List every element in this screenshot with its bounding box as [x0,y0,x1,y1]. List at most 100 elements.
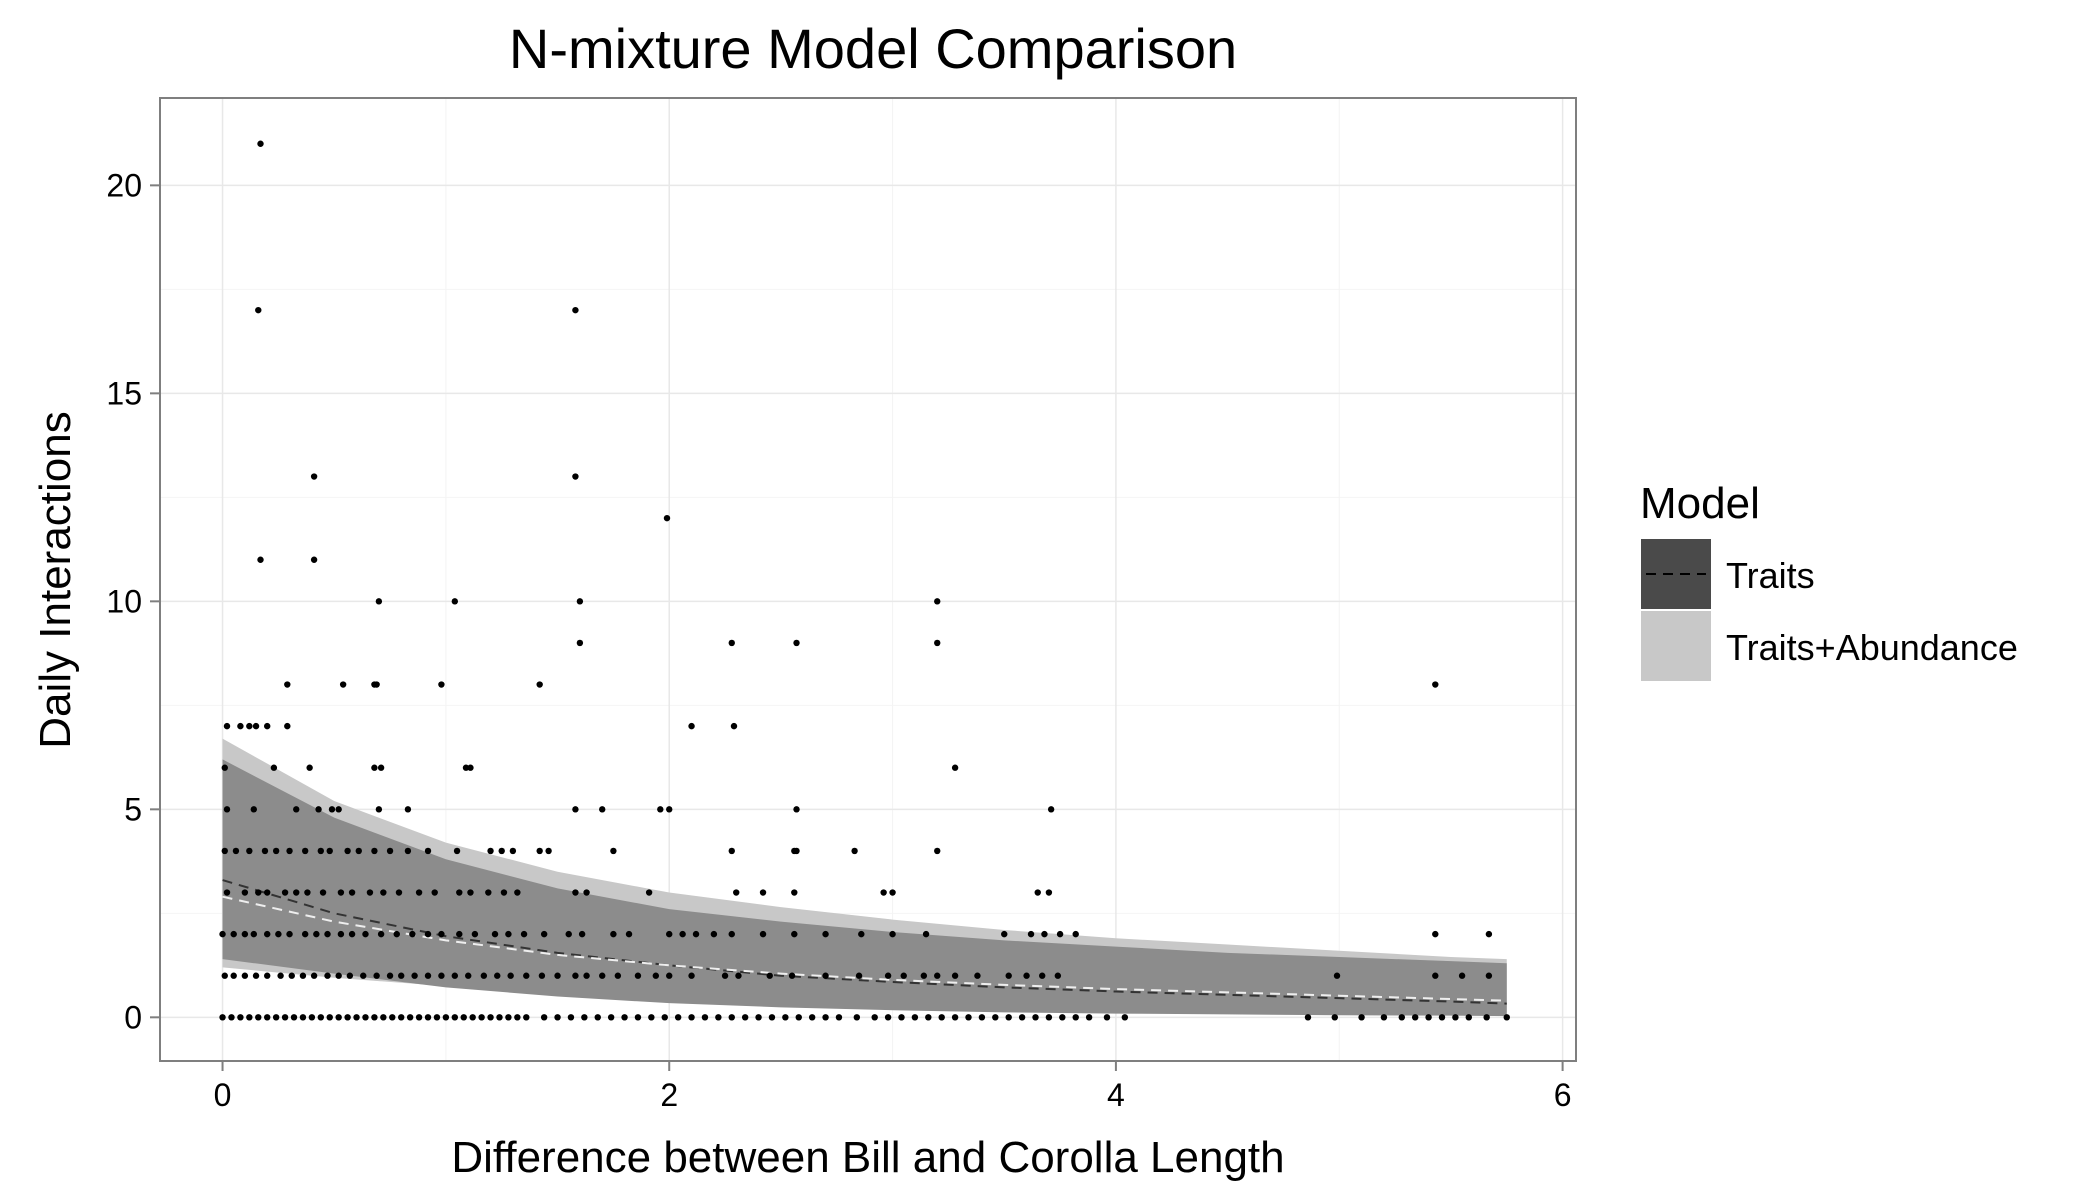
data-point [232,847,240,855]
data-point [480,972,488,979]
data-point [453,847,461,855]
data-point [795,1014,802,1021]
data-point [610,930,617,938]
data-point [264,972,271,979]
data-point [404,806,412,813]
data-point [371,847,378,855]
data-point [1485,972,1493,979]
data-point [494,972,501,979]
data-point [380,889,387,896]
data-point [377,764,385,771]
data-point [264,889,271,896]
data-point [934,972,941,979]
data-point [728,639,735,647]
data-point [221,847,228,855]
data-point [344,847,351,855]
x-tick-label: 2 [660,1077,678,1113]
data-point [583,972,590,979]
data-point [688,1014,695,1021]
x-tick-label: 4 [1107,1077,1125,1113]
data-point [1398,1014,1405,1021]
data-point [398,1014,405,1021]
data-point [889,889,896,896]
data-point [793,639,800,647]
data-point [471,930,479,938]
data-point [478,1014,485,1021]
data-point [822,1014,829,1021]
x-tick-label: 0 [214,1077,232,1113]
data-point [395,889,403,896]
data-point [710,930,718,938]
data-point [255,1014,262,1021]
data-point [728,930,735,938]
data-point [319,889,327,896]
data-point [299,1014,307,1021]
data-point [822,972,829,979]
data-point [315,806,322,813]
data-point [257,556,264,563]
data-point [375,806,383,813]
data-point [572,972,579,979]
data-point [925,1014,932,1021]
data-point [284,681,291,688]
data-point [335,972,342,979]
data-point [721,972,729,979]
data-point [1018,1014,1026,1021]
data-point [373,681,380,688]
data-point [1103,1014,1111,1021]
data-point [1121,1014,1129,1021]
data-point [496,1014,503,1021]
data-point [554,972,561,979]
data-point [469,1014,476,1021]
data-point [755,1014,762,1021]
data-point [634,1014,642,1021]
data-point [576,598,584,605]
data-point [1027,930,1035,938]
data-point [223,722,231,730]
data-point [456,930,463,938]
data-point [301,847,309,855]
data-point [1465,1014,1472,1021]
data-point [1432,930,1439,938]
data-point [1085,1014,1093,1021]
data-point [583,889,590,896]
data-point [1432,972,1439,979]
data-point [286,847,293,855]
data-point [858,930,865,938]
data-point [241,889,249,896]
data-point [951,1014,959,1021]
x-axis-title: Difference between Bill and Corolla Leng… [451,1133,1284,1182]
data-point [500,889,508,896]
data-point [1059,1014,1066,1021]
data-point [487,847,494,855]
data-point [293,806,300,813]
data-point [456,889,463,896]
data-point [1054,972,1062,979]
data-point [467,764,474,771]
data-point [373,972,380,979]
data-point [599,972,606,979]
line-traits-abundance [222,895,1507,1002]
data-point [237,722,244,730]
legend-key-traits-abundance [1639,609,1713,683]
data-point [509,847,517,855]
data-point [938,1014,945,1021]
data-point [438,681,445,688]
data-point [286,930,293,938]
data-point [371,764,378,771]
data-point [393,930,400,938]
data-point [688,972,695,979]
data-point [362,930,369,938]
data-point [1458,972,1466,979]
data-point [250,930,258,938]
data-point [1045,889,1053,896]
confidence-ribbons [222,738,1507,1017]
data-point [221,972,228,979]
data-point [1045,1014,1053,1021]
data-point [851,847,858,855]
data-point [304,889,311,896]
data-point [733,889,740,896]
data-point [791,930,798,938]
data-point [228,1014,235,1021]
data-point [467,889,474,896]
